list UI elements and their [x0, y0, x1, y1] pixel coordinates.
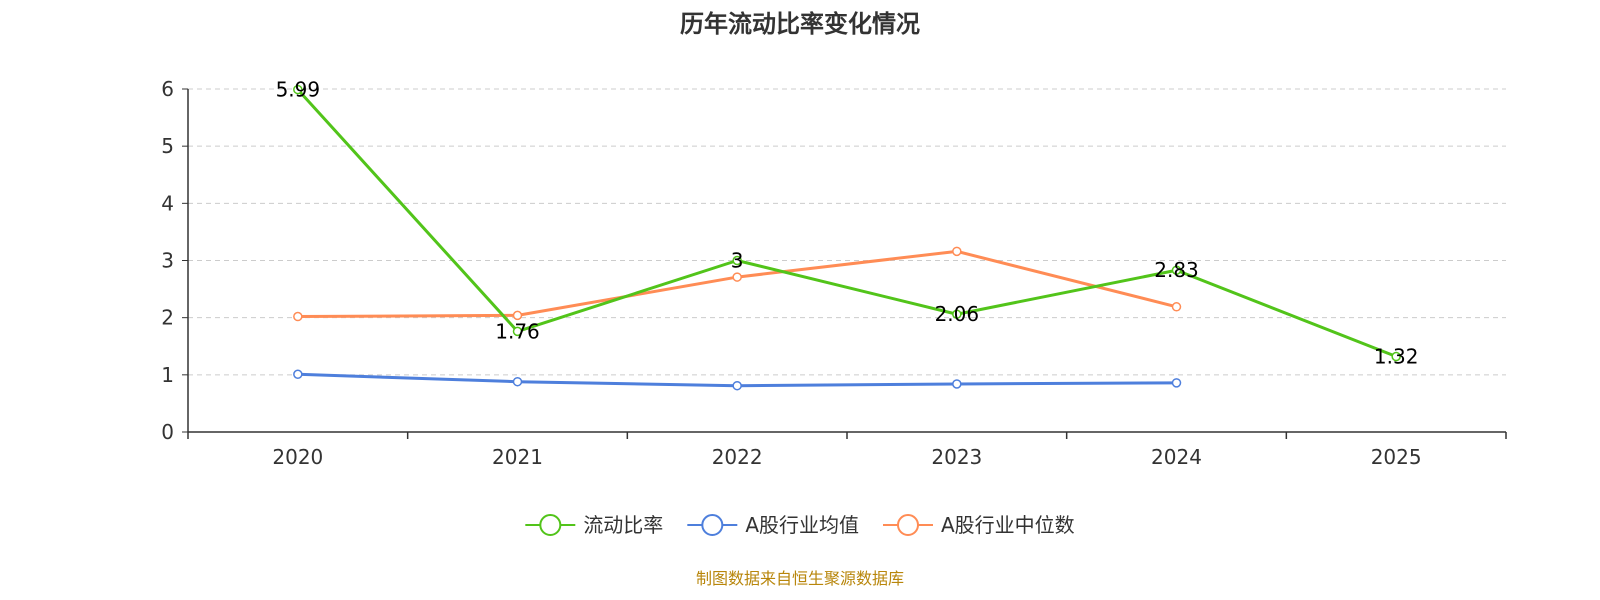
data-point[interactable] — [952, 379, 962, 389]
series-line-0 — [296, 88, 1397, 358]
data-label: 5.99 — [276, 78, 321, 102]
legend-circle-icon — [539, 514, 562, 536]
chart-title: 历年流动比率变化情况 — [680, 10, 920, 38]
x-tick-label: 2023 — [931, 445, 982, 469]
data-label: 3 — [731, 249, 744, 273]
grid-lines — [188, 88, 1506, 376]
legend-label: 流动比率 — [583, 513, 663, 537]
x-tick-label: 2021 — [492, 445, 543, 469]
data-label: 2.83 — [1154, 258, 1199, 282]
data-point[interactable] — [952, 309, 962, 319]
source-note: 制图数据来自恒生聚源数据库 — [696, 569, 904, 588]
legend-item-1[interactable]: A股行业均值 — [687, 513, 859, 537]
y-tick-label: 2 — [161, 306, 174, 330]
data-point[interactable] — [293, 84, 303, 95]
legend-label: A股行业中位数 — [941, 513, 1075, 537]
data-label: 1.32 — [1374, 345, 1419, 369]
legend-item-0[interactable]: 流动比率 — [525, 513, 663, 537]
data-point[interactable] — [732, 380, 742, 391]
x-tick-label: 2025 — [1371, 445, 1422, 469]
data-point[interactable] — [512, 326, 523, 337]
data-point[interactable] — [732, 272, 742, 282]
legend-circle-icon — [701, 514, 724, 536]
y-tick-label: 1 — [161, 363, 174, 387]
y-tick-label: 0 — [161, 420, 174, 444]
y-tick-label: 6 — [161, 77, 174, 101]
axes: 0 1 2 3 4 5 6 2020 2021 2022 2023 2024 2025 — [161, 77, 1507, 469]
data-point[interactable] — [512, 310, 523, 321]
data-point[interactable] — [512, 376, 523, 387]
y-tick-label: 5 — [161, 134, 174, 158]
y-tick-label: 4 — [161, 191, 174, 215]
series-lines — [293, 84, 1401, 391]
data-point[interactable] — [1171, 302, 1182, 312]
legend-label: A股行业均值 — [745, 513, 859, 537]
data-label: 1.76 — [495, 319, 540, 343]
data-labels: 5.99 1.76 3 2.06 2.83 1.32 — [276, 78, 1419, 369]
data-point[interactable] — [293, 311, 303, 322]
data-point[interactable] — [293, 369, 303, 380]
legend-circle-icon — [897, 514, 919, 536]
data-point[interactable] — [1171, 265, 1182, 275]
data-point[interactable] — [732, 255, 742, 266]
x-tick-label: 2020 — [272, 445, 323, 469]
x-tick-label: 2022 — [712, 445, 763, 469]
data-point[interactable] — [952, 246, 962, 257]
legend-item-2[interactable]: A股行业中位数 — [883, 513, 1075, 537]
x-tick-label: 2024 — [1151, 445, 1202, 469]
data-point[interactable] — [1171, 378, 1182, 388]
y-tick-label: 3 — [161, 249, 174, 273]
data-point[interactable] — [1391, 351, 1401, 362]
legend: 流动比率 A股行业均值 A股行业中位数 — [525, 513, 1075, 537]
data-label: 2.06 — [935, 302, 980, 326]
